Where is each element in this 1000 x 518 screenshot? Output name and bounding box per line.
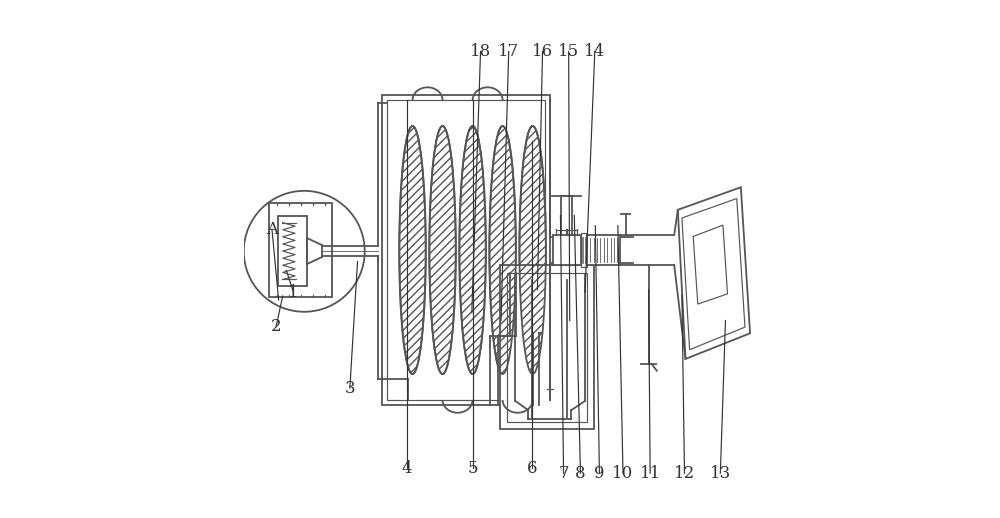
Bar: [507, 272, 587, 422]
Text: 9: 9: [594, 465, 605, 482]
Text: 17: 17: [498, 43, 519, 60]
Bar: [382, 95, 550, 405]
Text: 4: 4: [401, 459, 412, 477]
Text: 6: 6: [527, 459, 537, 477]
Text: 16: 16: [532, 43, 553, 60]
Circle shape: [244, 191, 365, 312]
Text: 8: 8: [575, 465, 586, 482]
Text: 5: 5: [468, 459, 478, 477]
Text: 11: 11: [640, 465, 661, 482]
Text: 13: 13: [710, 465, 731, 482]
Text: 18: 18: [470, 43, 491, 60]
Bar: [387, 100, 545, 400]
Text: 3: 3: [345, 380, 355, 397]
Ellipse shape: [429, 126, 456, 374]
Ellipse shape: [459, 126, 486, 374]
Text: 12: 12: [674, 465, 695, 482]
Bar: [581, 233, 587, 267]
Text: 15: 15: [558, 43, 579, 60]
Text: 1: 1: [288, 284, 299, 301]
Text: 2: 2: [271, 318, 281, 335]
Ellipse shape: [519, 126, 546, 374]
Bar: [278, 217, 307, 285]
Text: 7: 7: [558, 465, 569, 482]
Text: 10: 10: [612, 465, 634, 482]
Bar: [553, 235, 581, 265]
Text: A: A: [266, 221, 278, 238]
Bar: [587, 235, 620, 265]
Bar: [269, 203, 332, 297]
Ellipse shape: [399, 126, 426, 374]
Ellipse shape: [489, 126, 516, 374]
Bar: [500, 265, 594, 429]
Text: 14: 14: [584, 43, 605, 60]
